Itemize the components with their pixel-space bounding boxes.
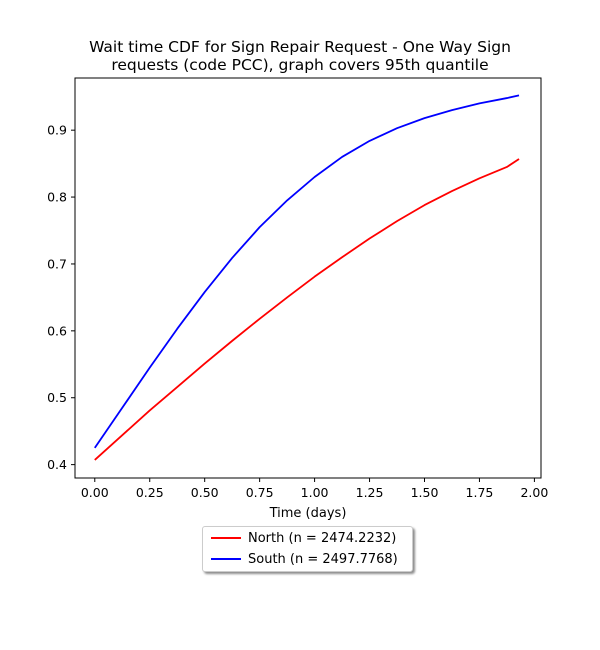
y-tick-label: 0.6 <box>47 323 67 338</box>
x-axis-label: Time (days) <box>269 506 347 521</box>
x-tick-label: 0.50 <box>191 485 219 500</box>
series-line-north <box>94 158 520 461</box>
plot-area <box>74 77 542 479</box>
x-tick-label: 0.75 <box>246 485 274 500</box>
legend-item-south: South (n = 2497.7768) <box>203 550 398 568</box>
legend: North (n = 2474.2232) South (n = 2497.77… <box>202 526 413 572</box>
x-tick-label: 1.00 <box>301 485 329 500</box>
x-tick-label: 0.00 <box>81 485 109 500</box>
x-tick-label: 1.25 <box>356 485 384 500</box>
x-tick-label: 1.75 <box>466 485 494 500</box>
x-tick-label: 2.00 <box>520 485 548 500</box>
legend-item-north: North (n = 2474.2232) <box>203 529 396 547</box>
series-line-south <box>94 94 520 449</box>
chart-title-line-1: Wait time CDF for Sign Repair Request - … <box>89 38 511 56</box>
y-tick-label: 0.7 <box>47 256 67 271</box>
legend-label-north: North (n = 2474.2232) <box>248 530 397 546</box>
x-tick-label: 1.50 <box>411 485 439 500</box>
legend-label-south: South (n = 2497.7768) <box>248 551 398 567</box>
y-tick-label: 0.8 <box>47 190 67 205</box>
legend-swatch-south <box>211 558 241 560</box>
y-tick-label: 0.9 <box>47 123 67 138</box>
legend-swatch-north <box>211 537 241 539</box>
x-tick-label: 0.25 <box>136 485 164 500</box>
y-tick-label: 0.4 <box>47 457 67 472</box>
chart-title-line-2: requests (code PCC), graph covers 95th q… <box>111 56 489 74</box>
y-tick-label: 0.5 <box>47 390 67 405</box>
